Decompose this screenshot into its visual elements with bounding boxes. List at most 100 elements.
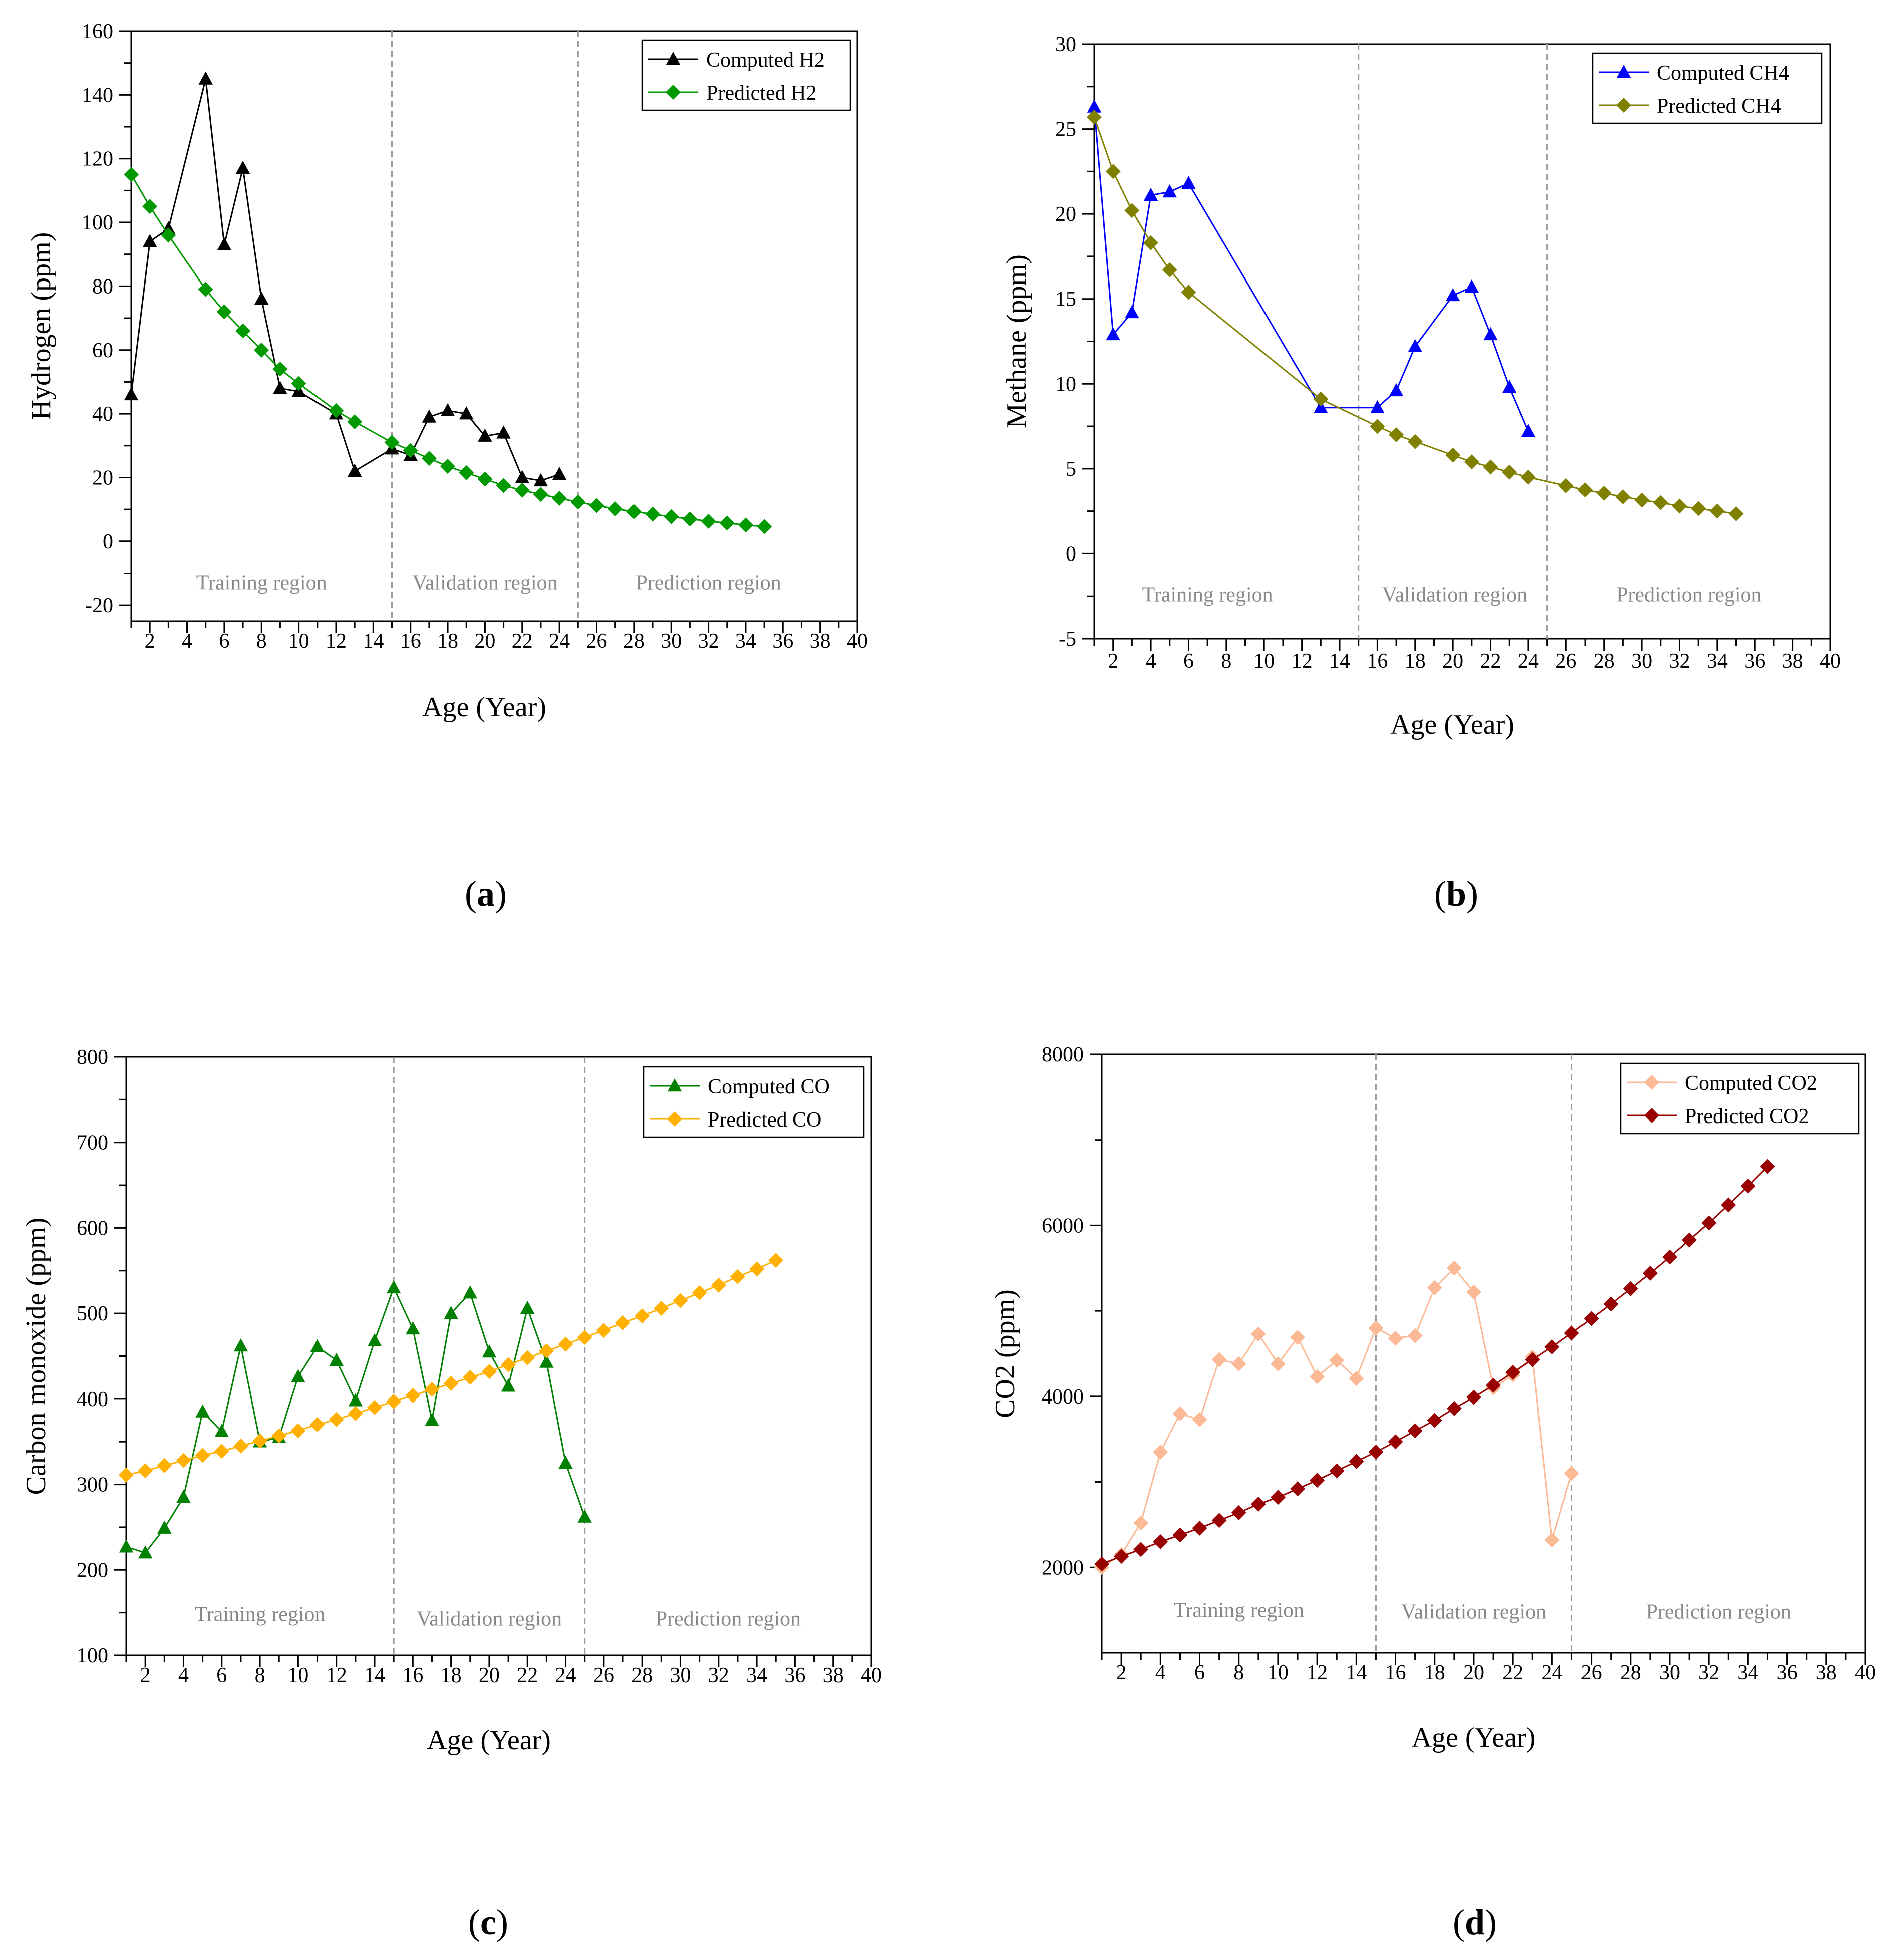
x-tick-label: 34	[746, 1664, 767, 1687]
region-label: Training region	[195, 1603, 326, 1626]
data-point	[1087, 99, 1102, 113]
subfigure-letter-a: a	[477, 874, 495, 914]
data-point	[1728, 506, 1744, 521]
x-tick-label: 8	[255, 1664, 265, 1687]
data-point	[290, 1423, 306, 1439]
region-label: Validation region	[417, 1607, 562, 1630]
data-point	[539, 1343, 554, 1359]
y-tick-label: 30	[1055, 33, 1076, 56]
data-point	[558, 1336, 573, 1352]
x-tick-label: 22	[1480, 650, 1501, 673]
x-tick-label: 26	[1555, 650, 1576, 673]
data-point	[552, 490, 567, 506]
data-point	[1577, 482, 1593, 498]
data-point	[533, 473, 548, 487]
data-point	[757, 519, 772, 534]
subfigure-label-a: (a)	[465, 874, 507, 914]
data-point	[1388, 1434, 1403, 1450]
data-point	[1133, 1542, 1149, 1557]
data-point	[749, 1261, 765, 1277]
data-point	[214, 1443, 229, 1459]
x-tick-label: 32	[698, 630, 719, 653]
data-point	[1125, 305, 1139, 319]
data-point	[1114, 1549, 1129, 1564]
data-point	[1231, 1356, 1246, 1371]
data-point	[607, 501, 623, 516]
x-tick-label: 36	[1777, 1661, 1798, 1685]
x-tick-label: 18	[437, 630, 458, 653]
data-point	[1446, 1401, 1462, 1416]
data-point	[682, 511, 698, 527]
data-point	[577, 1329, 592, 1345]
data-point	[478, 428, 492, 442]
x-tick-label: 8	[1221, 650, 1231, 673]
data-point	[1682, 1232, 1697, 1248]
x-tick-label: 28	[623, 630, 645, 653]
data-point	[214, 1424, 229, 1437]
data-point	[1446, 1260, 1462, 1276]
data-point	[1192, 1412, 1207, 1427]
legend-entry-label: Computed H2	[706, 49, 825, 72]
y-tick-label: 20	[92, 466, 113, 489]
x-tick-label: 22	[517, 1664, 538, 1687]
data-point	[1525, 1352, 1540, 1367]
data-point	[1143, 187, 1158, 201]
legend-swatch-marker	[667, 1078, 682, 1092]
x-tick-label: 10	[287, 1664, 308, 1687]
y-axis-label: Carbon monoxide (ppm)	[21, 1218, 52, 1495]
data-point	[459, 406, 474, 420]
data-point	[1544, 1339, 1560, 1354]
data-point	[406, 1321, 420, 1335]
x-tick-label: 28	[1594, 650, 1615, 673]
data-point	[533, 487, 548, 502]
x-tick-label: 20	[1442, 650, 1463, 673]
data-point	[1389, 427, 1404, 443]
y-tick-label: 400	[77, 1388, 108, 1411]
legend-box	[641, 39, 851, 111]
data-point	[1615, 489, 1631, 504]
x-tick-label: 24	[1518, 650, 1539, 673]
y-tick-label: -5	[1059, 628, 1076, 651]
data-point	[1094, 1556, 1109, 1572]
data-point	[138, 1545, 153, 1559]
data-point	[124, 387, 139, 401]
data-point	[1544, 1532, 1560, 1548]
data-point	[1368, 1320, 1384, 1336]
data-point	[514, 482, 530, 498]
data-point	[386, 1393, 402, 1409]
data-point	[1192, 1520, 1207, 1536]
x-tick-label: 6	[1194, 1661, 1205, 1685]
data-point	[367, 1399, 382, 1415]
region-label: Training region	[196, 571, 327, 594]
data-point	[711, 1277, 726, 1293]
data-point	[1211, 1352, 1227, 1367]
legend-entry-label: Computed CO2	[1685, 1072, 1817, 1095]
x-tick-label: 22	[1502, 1661, 1523, 1685]
x-tick-label: 20	[474, 630, 495, 653]
data-point	[1349, 1371, 1364, 1386]
data-point	[463, 1285, 478, 1299]
data-point	[477, 471, 493, 487]
data-point	[1564, 1466, 1579, 1481]
y-tick-label: 300	[77, 1474, 108, 1497]
data-point	[768, 1253, 784, 1268]
data-point	[1672, 498, 1687, 514]
data-point	[1623, 1281, 1638, 1296]
x-tick-label: 36	[784, 1664, 805, 1687]
x-tick-label: 16	[1367, 650, 1388, 673]
y-tick-label: 600	[77, 1217, 108, 1240]
region-label: Validation region	[1401, 1601, 1546, 1624]
data-point	[198, 71, 213, 85]
data-point	[552, 467, 567, 480]
data-point	[444, 1306, 458, 1319]
data-point	[1427, 1280, 1442, 1296]
x-tick-label: 32	[1669, 650, 1690, 673]
y-tick-label: 15	[1055, 288, 1076, 311]
x-tick-label: 10	[1253, 650, 1275, 673]
data-point	[1388, 1330, 1403, 1346]
data-point	[422, 409, 437, 423]
data-point	[673, 1293, 688, 1308]
data-point	[1172, 1527, 1188, 1543]
x-tick-label: 12	[1292, 650, 1313, 673]
x-tick-label: 12	[326, 1664, 347, 1687]
